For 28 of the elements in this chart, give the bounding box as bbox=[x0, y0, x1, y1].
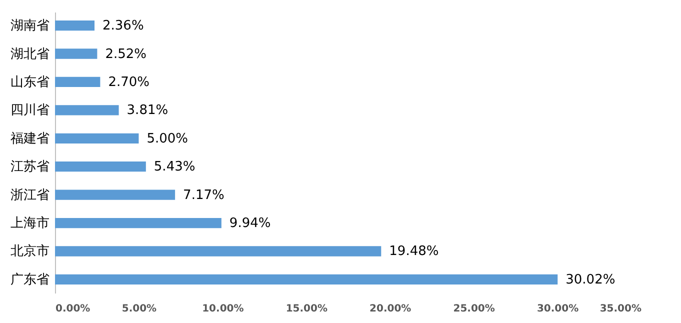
y-tick-label: 北京市 bbox=[10, 244, 50, 260]
data-label: 2.70% bbox=[108, 74, 150, 90]
data-label: 19.48% bbox=[389, 244, 439, 260]
x-tick-label: 30.00% bbox=[536, 304, 579, 314]
x-tick-label: 25.00% bbox=[453, 304, 495, 314]
data-label: 5.43% bbox=[154, 160, 196, 175]
y-tick-label: 山东省 bbox=[10, 74, 50, 90]
x-tick-label: 0.00% bbox=[56, 304, 90, 314]
data-label: 2.36% bbox=[102, 18, 144, 34]
data-label: 3.81% bbox=[126, 103, 168, 118]
y-tick-label: 广东省 bbox=[10, 272, 50, 288]
y-tick-label: 上海市 bbox=[10, 216, 50, 232]
data-label: 2.52% bbox=[105, 46, 147, 62]
y-tick-label: 江苏省 bbox=[10, 160, 50, 175]
y-tick-label: 浙江省 bbox=[10, 188, 50, 203]
y-tick-label: 湖北省 bbox=[10, 46, 50, 62]
y-tick-label: 湖南省 bbox=[10, 18, 50, 34]
data-label: 30.02% bbox=[566, 272, 616, 288]
data-label: 5.00% bbox=[146, 131, 188, 146]
x-tick-label: 15.00% bbox=[286, 304, 328, 314]
x-tick-label: 5.00% bbox=[122, 304, 157, 314]
y-tick-label: 福建省 bbox=[10, 131, 50, 146]
data-label: 7.17% bbox=[183, 188, 224, 203]
x-tick-label: 20.00% bbox=[370, 304, 412, 314]
data-label: 9.94% bbox=[229, 216, 271, 232]
x-tick-label: 10.00% bbox=[202, 304, 244, 314]
x-tick-label: 35.00% bbox=[600, 304, 642, 314]
y-tick-label: 四川省 bbox=[10, 103, 50, 118]
